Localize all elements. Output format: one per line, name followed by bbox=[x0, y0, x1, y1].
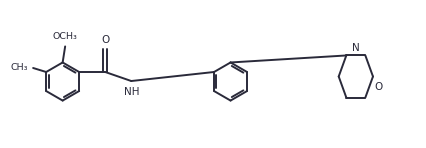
Text: NH: NH bbox=[124, 87, 139, 97]
Text: CH₃: CH₃ bbox=[11, 63, 28, 73]
Text: N: N bbox=[352, 44, 360, 53]
Text: O: O bbox=[101, 35, 109, 45]
Text: OCH₃: OCH₃ bbox=[53, 32, 78, 41]
Text: O: O bbox=[374, 82, 383, 92]
